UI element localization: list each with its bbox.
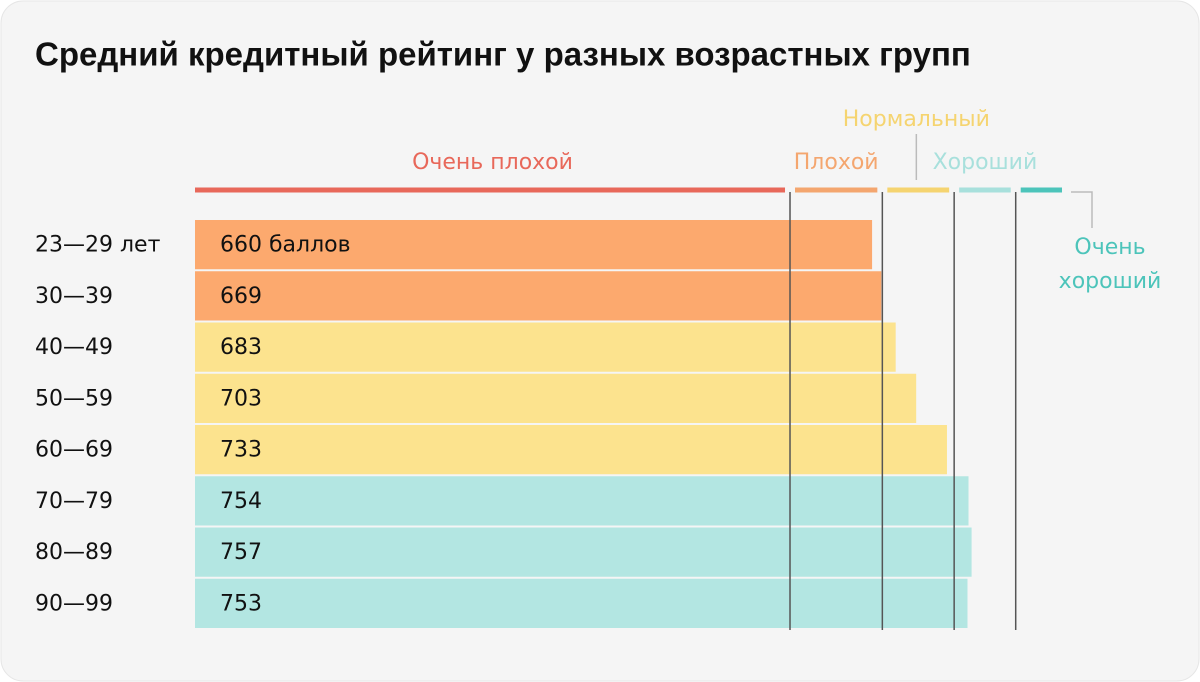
zone-label: Очень плохой (412, 150, 573, 175)
zone-label: Нормальный (843, 107, 990, 132)
category-label: 60—69 (35, 438, 113, 463)
value-label: 733 (220, 438, 262, 463)
bar (195, 578, 968, 628)
connector (1071, 191, 1093, 228)
value-label: 683 (220, 335, 262, 360)
bar (195, 527, 972, 577)
category-label: 50—59 (35, 386, 113, 411)
bar (195, 476, 969, 526)
category-label: 40—49 (35, 335, 113, 360)
value-label: 753 (220, 591, 262, 616)
category-label: 80—89 (35, 540, 113, 565)
chart-title: Средний кредитный рейтинг у разных возра… (35, 36, 971, 73)
value-label: 754 (220, 489, 262, 514)
bar (195, 322, 896, 372)
zone-label: Очень хороший (1059, 235, 1162, 294)
category-label: 70—79 (35, 489, 113, 514)
bar (195, 271, 882, 321)
category-label: 30—39 (35, 284, 113, 309)
value-label: 757 (220, 540, 262, 565)
value-label: 669 (220, 284, 262, 309)
bar (195, 425, 947, 475)
bar (195, 373, 917, 423)
zone-label: Хороший (933, 150, 1038, 175)
zone-label: Плохой (794, 150, 879, 175)
value-label: 660 баллов (220, 233, 351, 258)
category-label: 90—99 (35, 591, 113, 616)
category-label: 23—29 лет (35, 233, 161, 258)
bar (195, 220, 873, 270)
value-label: 703 (220, 386, 262, 411)
plot: Очень плохой Плохой Нормальный Хороший Очень… (35, 107, 1161, 630)
